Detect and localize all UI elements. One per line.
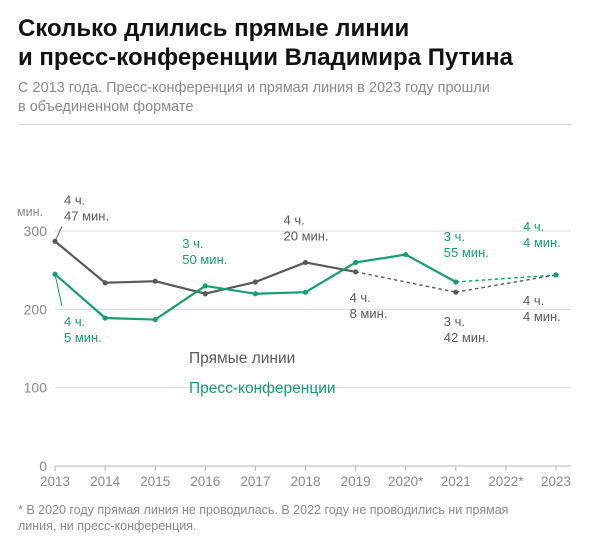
series-dashed-1-0 bbox=[455, 274, 557, 283]
y-tick-label-0: 0 bbox=[39, 458, 47, 474]
title-line-1: Сколько длились прямые линии bbox=[18, 15, 410, 42]
y-axis-unit-label: мин. bbox=[17, 205, 43, 219]
annotation-7-line-1: 4 мин. bbox=[523, 235, 561, 250]
legend-item-1: Пресс-конференции bbox=[189, 380, 336, 397]
x-tick-label-10: 2023 bbox=[541, 474, 571, 489]
data-point-1-7 bbox=[403, 251, 409, 258]
data-point-1-10 bbox=[553, 272, 559, 278]
annotation-6-line-0: 3 ч. bbox=[444, 314, 465, 329]
x-tick-label-6: 2019 bbox=[341, 474, 371, 489]
annotation-leader-1 bbox=[54, 274, 63, 307]
annotation-7-line-0: 4 ч. bbox=[523, 219, 544, 234]
chart-title: Сколько длились прямые линии и пресс-кон… bbox=[18, 14, 578, 72]
annotation-0-line-0: 4 ч. bbox=[64, 192, 85, 207]
annotation-4-line-1: 8 мин. bbox=[350, 306, 388, 321]
x-tick-label-7: 2020* bbox=[388, 474, 424, 489]
y-tick-label-200: 200 bbox=[24, 301, 48, 317]
data-point-1-1 bbox=[102, 315, 108, 321]
data-point-0-4 bbox=[252, 279, 258, 285]
data-point-0-8 bbox=[453, 289, 459, 295]
series-dashed-0-1 bbox=[455, 274, 557, 293]
y-tick-label-300: 300 bbox=[24, 223, 48, 239]
data-point-0-2 bbox=[152, 278, 158, 284]
annotation-1-line-1: 5 мин. bbox=[64, 330, 102, 345]
annotation-4-line-0: 4 ч. bbox=[350, 290, 371, 305]
x-tick-label-2: 2015 bbox=[140, 474, 170, 489]
subtitle-line-2: в объединенном формате bbox=[18, 99, 194, 115]
data-point-1-8 bbox=[453, 279, 459, 285]
data-point-1-2 bbox=[152, 316, 158, 323]
data-point-0-3 bbox=[202, 291, 208, 297]
annotation-2-line-0: 3 ч. bbox=[182, 236, 203, 251]
x-tick-label-4: 2017 bbox=[240, 474, 270, 489]
footnote-line-1: * В 2020 году прямая линия не проводилас… bbox=[18, 503, 509, 517]
annotation-8-line-0: 4 ч. bbox=[523, 293, 544, 308]
line-chart: мин. 0 100 200 300 2013 2014 2015 2016 2017 2018 20… bbox=[17, 192, 571, 489]
data-point-1-5 bbox=[302, 289, 309, 295]
x-tick-label-3: 2016 bbox=[190, 474, 220, 489]
annotation-leader-0 bbox=[54, 226, 63, 242]
header-divider bbox=[18, 124, 573, 125]
data-point-0-6 bbox=[353, 269, 359, 275]
annotation-8-line-1: 4 мин. bbox=[523, 309, 561, 324]
annotation-3-line-1: 20 мин. bbox=[284, 228, 329, 243]
x-tick-label-5: 2018 bbox=[290, 474, 320, 489]
data-point-1-3 bbox=[202, 283, 208, 289]
y-tick-label-100: 100 bbox=[24, 380, 48, 396]
data-point-0-1 bbox=[102, 280, 108, 286]
chart-subtitle: С 2013 года. Пресс-конференция и прямая … bbox=[18, 79, 574, 117]
data-point-1-6 bbox=[353, 259, 359, 266]
footnote-line-2: линия, ни пресс-конференция. bbox=[18, 519, 197, 533]
annotation-6-line-1: 42 мин. bbox=[444, 330, 489, 345]
data-point-1-4 bbox=[252, 291, 258, 297]
x-tick-label-0: 2013 bbox=[40, 474, 70, 489]
annotation-2-line-1: 50 мин. bbox=[182, 252, 227, 267]
title-line-2: и пресс-конференции Владимира Путина bbox=[18, 44, 513, 71]
x-tick-label-9: 2022* bbox=[488, 474, 524, 489]
chart-footnote: * В 2020 году прямая линия не проводилас… bbox=[18, 502, 578, 534]
legend-item-0: Прямые линии bbox=[189, 350, 295, 367]
x-tick-label-8: 2021 bbox=[441, 474, 471, 489]
annotation-1-line-0: 4 ч. bbox=[64, 314, 85, 329]
annotation-5-line-0: 3 ч. bbox=[444, 229, 465, 244]
annotation-3-line-0: 4 ч. bbox=[284, 212, 305, 227]
series-dashed-0-0 bbox=[355, 271, 456, 293]
annotation-5-line-1: 55 мин. bbox=[444, 245, 489, 260]
subtitle-line-1: С 2013 года. Пресс-конференция и прямая … bbox=[18, 80, 490, 96]
annotation-0-line-1: 47 мин. bbox=[64, 208, 109, 223]
x-tick-label-1: 2014 bbox=[90, 474, 121, 489]
data-point-0-5 bbox=[302, 259, 309, 266]
